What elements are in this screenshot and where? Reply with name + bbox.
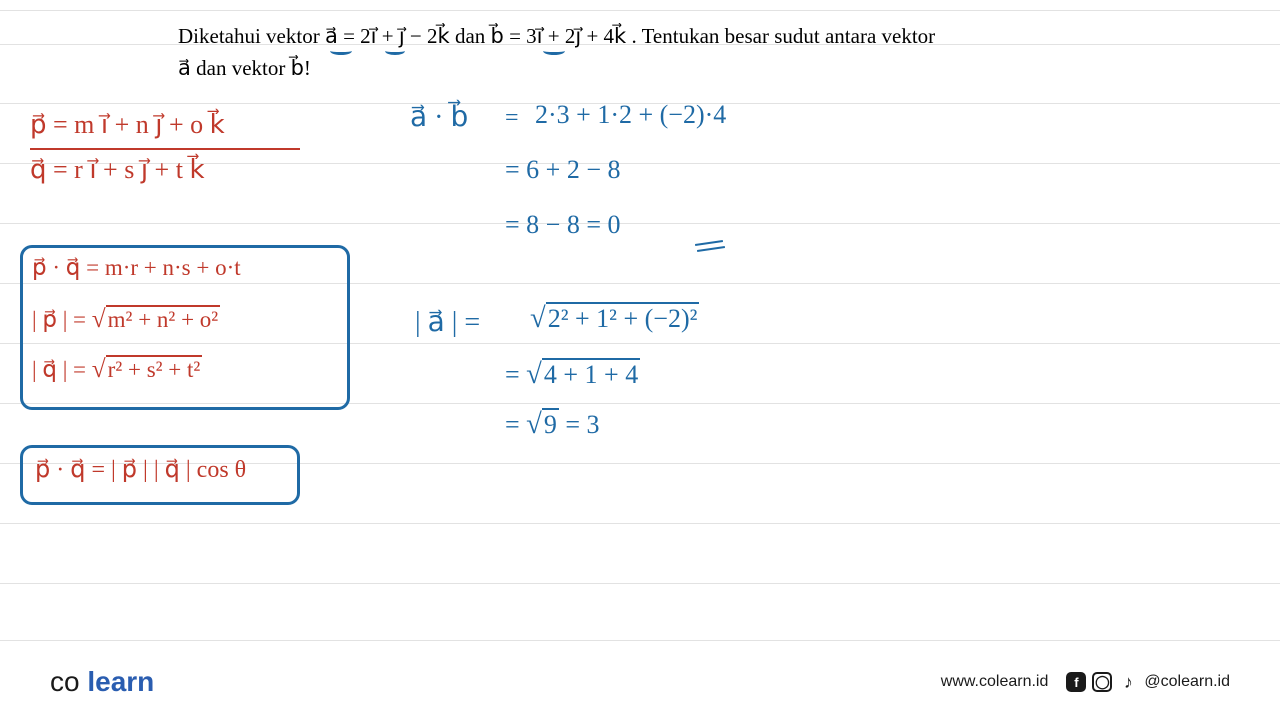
magnitude-line3: = 9 = 3: [505, 408, 600, 441]
magnitude-rhs1: 2² + 1² + (−2)²: [530, 302, 699, 335]
underline-b: [543, 47, 565, 55]
ruled-line: [0, 640, 1280, 641]
dot-product-rhs1: 2·3 + 1·2 + (−2)·4: [535, 100, 726, 130]
brand-co: co: [50, 666, 80, 697]
brand-learn: learn: [87, 666, 154, 697]
ruled-line: [0, 223, 1280, 224]
p-definition: p⃗ = m i⃗ + n j⃗ + o k⃗: [30, 110, 225, 140]
p-magnitude-formula: | p⃗ | = m² + n² + o²: [32, 305, 220, 334]
ruled-line: [0, 10, 1280, 11]
underline-a: [330, 47, 352, 55]
dot-product-eq1: =: [505, 105, 519, 132]
dot-product-line3: = 8 − 8 = 0: [505, 210, 621, 240]
dot-product-line2: = 6 + 2 − 8: [505, 155, 621, 185]
magnitude-lhs: | a⃗ | =: [415, 305, 480, 339]
footer-url: www.colearn.id: [941, 673, 1049, 691]
magnitude-line2: = 4 + 1 + 4: [505, 358, 640, 391]
dot-product-lhs: a⃗ · b⃗: [410, 100, 468, 134]
zero-underline-1: [695, 240, 723, 246]
q-definition: q⃗ = r i⃗ + s j⃗ + t k⃗: [30, 155, 205, 185]
ruled-line: [0, 583, 1280, 584]
cos-formula: p⃗ · q⃗ = | p⃗ | | q⃗ | cos θ: [35, 455, 246, 484]
problem-line2: a⃗ dan vektor b⃗!: [178, 56, 311, 81]
brand-logo: co learn: [50, 666, 154, 698]
ruled-line: [0, 523, 1280, 524]
social-handle: @colearn.id: [1144, 673, 1230, 691]
social-icons: f ◯ ♪ @colearn.id: [1066, 672, 1230, 692]
pq-dot-formula: p⃗ · q⃗ = m·r + n·s + o·t: [32, 255, 241, 281]
zero-underline-2: [697, 246, 725, 252]
instagram-icon: ◯: [1092, 672, 1112, 692]
problem-line1: Diketahui vektor a⃗ = 2i⃗ + j⃗ − 2k⃗ dan…: [178, 24, 935, 49]
footer: co learn www.colearn.id f ◯ ♪ @colearn.i…: [0, 666, 1280, 698]
facebook-icon: f: [1066, 672, 1086, 692]
pq-underline: [30, 148, 300, 150]
tiktok-icon: ♪: [1118, 672, 1138, 692]
q-magnitude-formula: | q⃗ | = r² + s² + t²: [32, 355, 202, 384]
underline-plus: [385, 47, 405, 55]
